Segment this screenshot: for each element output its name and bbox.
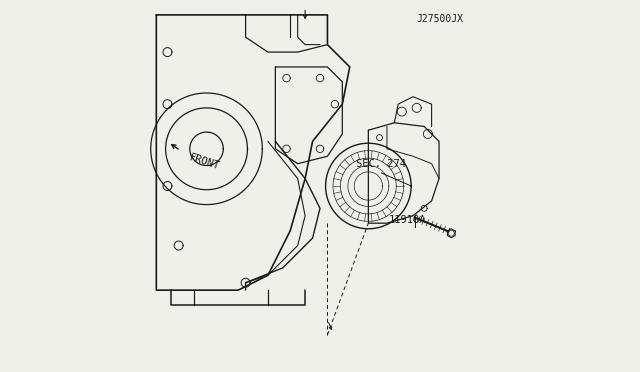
Text: J27500JX: J27500JX — [416, 14, 463, 24]
FancyArrowPatch shape — [328, 323, 332, 329]
Text: SEC. 274: SEC. 274 — [356, 159, 406, 169]
Text: 11910A: 11910A — [388, 215, 426, 225]
FancyArrowPatch shape — [303, 10, 307, 18]
FancyArrowPatch shape — [172, 145, 178, 149]
Text: FRONT: FRONT — [188, 152, 221, 171]
